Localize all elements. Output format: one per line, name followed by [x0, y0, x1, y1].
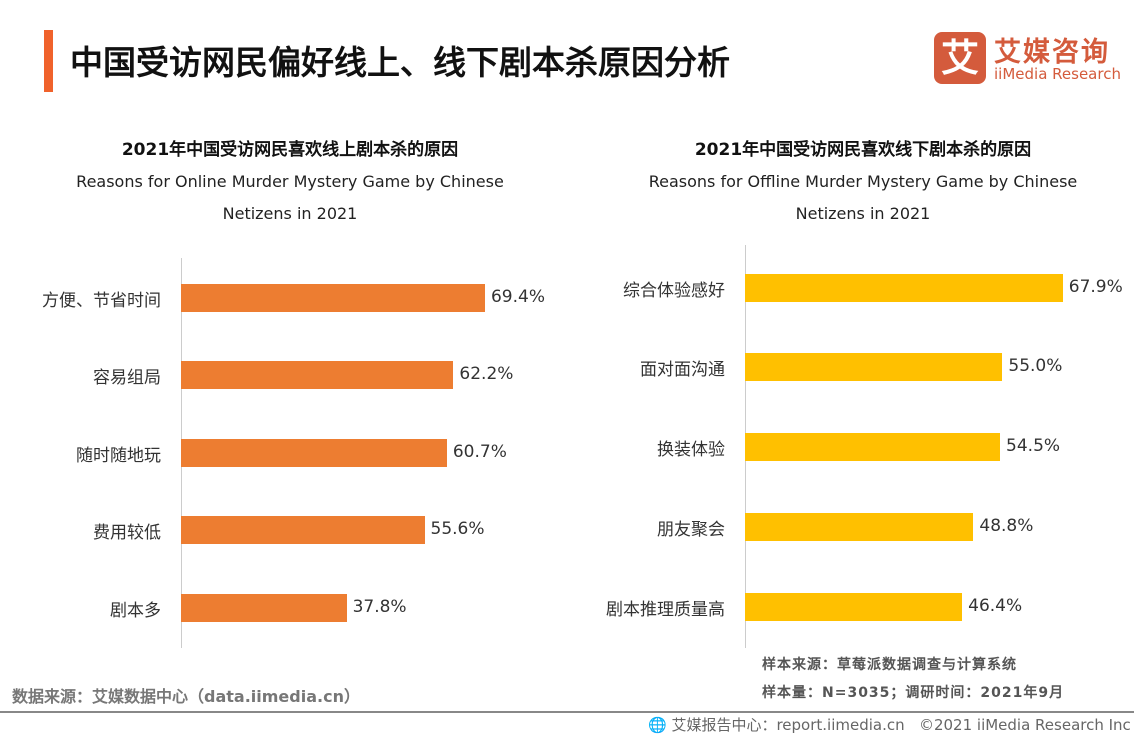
online-value-label: 69.4%	[490, 287, 545, 307]
online-value-label: 60.7%	[452, 442, 507, 462]
chart-title-offline: 2021年中国受访网民喜欢线下剧本杀的原因 Reasons for Offlin…	[613, 134, 1113, 230]
data-source: 数据来源：艾媒数据中心（data.iimedia.cn）	[12, 687, 360, 706]
online-value-label: 55.6%	[430, 519, 485, 539]
offline-bar	[745, 513, 974, 541]
footer-divider	[0, 711, 1134, 713]
chart-title-cn: 2021年中国受访网民喜欢线上剧本杀的原因	[121, 140, 459, 160]
online-bar	[181, 284, 485, 312]
online-category-label: 随时随地玩	[76, 446, 161, 466]
offline-value-label: 67.9%	[1068, 277, 1123, 297]
globe-icon: 🌐	[648, 716, 667, 734]
online-bar	[181, 516, 425, 544]
offline-value-label: 48.8%	[979, 516, 1034, 536]
online-bar	[181, 361, 454, 389]
copyright: ©2021 iiMedia Research Inc	[918, 716, 1131, 734]
chart-title-online: 2021年中国受访网民喜欢线上剧本杀的原因 Reasons for Online…	[40, 134, 540, 230]
logo-text-en: iiMedia Research	[994, 65, 1121, 83]
offline-bar	[745, 593, 963, 621]
footer: 🌐 艾媒报告中心：report.iimedia.cn ©2021 iiMedia…	[648, 714, 1131, 735]
offline-value-label: 54.5%	[1006, 436, 1061, 456]
sample-size: 样本量：N=3035；调研时间：2021年9月	[762, 685, 1065, 701]
offline-bar	[745, 353, 1003, 381]
report-center-link[interactable]: 艾媒报告中心：report.iimedia.cn	[671, 716, 905, 734]
online-bar	[181, 594, 347, 622]
online-value-label: 62.2%	[459, 364, 514, 384]
chart-subtitle: Reasons for Online Murder Mystery Game b…	[76, 172, 504, 223]
logo-icon: 艾	[934, 32, 986, 84]
online-category-label: 方便、节省时间	[42, 291, 161, 311]
chart-title-cn: 2021年中国受访网民喜欢线下剧本杀的原因	[694, 140, 1032, 160]
title-accent-bar	[44, 30, 53, 92]
offline-category-label: 面对面沟通	[640, 360, 725, 380]
sample-source: 样本来源：草莓派数据调查与计算系统	[762, 657, 1017, 673]
offline-category-label: 朋友聚会	[657, 520, 725, 540]
offline-value-label: 46.4%	[968, 596, 1023, 616]
online-bar	[181, 439, 447, 467]
offline-category-label: 剧本推理质量高	[606, 600, 725, 620]
online-value-label: 37.8%	[352, 597, 407, 617]
offline-bar	[745, 433, 1001, 461]
online-category-label: 剧本多	[110, 601, 161, 621]
offline-value-label: 55.0%	[1008, 356, 1063, 376]
online-category-label: 容易组局	[93, 368, 161, 388]
page-title: 中国受访网民偏好线上、线下剧本杀原因分析	[70, 43, 730, 82]
offline-bar	[745, 274, 1063, 302]
chart-subtitle: Reasons for Offline Murder Mystery Game …	[648, 172, 1078, 223]
offline-category-label: 换装体验	[657, 440, 725, 460]
offline-category-label: 综合体验感好	[623, 281, 725, 301]
online-category-label: 费用较低	[93, 523, 161, 543]
logo-text-cn: 艾媒咨询	[994, 37, 1110, 68]
